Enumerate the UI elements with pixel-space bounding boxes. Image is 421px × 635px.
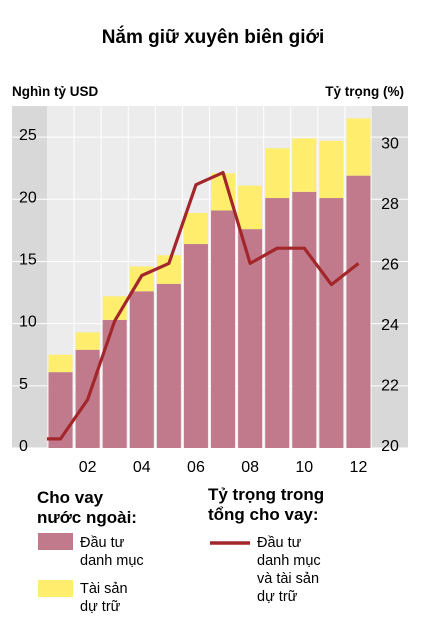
right-axis-label: Tỷ trọng (%) (325, 84, 404, 99)
bar-portfolio (156, 283, 181, 448)
legend-label-portfolio: Đầu tư (80, 535, 125, 551)
x-tick-label: 10 (295, 459, 313, 476)
left-axis-label: Nghìn tỷ USD (12, 84, 98, 99)
left-tick-label: 0 (19, 438, 28, 455)
legend-swatch-portfolio (38, 533, 73, 550)
bar-portfolio (319, 198, 344, 448)
x-tick-label: 06 (187, 459, 205, 476)
legend-label-line: và tài sản (257, 571, 319, 587)
bar-reserves (319, 140, 344, 199)
left-axis-band (12, 106, 47, 448)
right-tick-label: 24 (381, 317, 399, 334)
bar-portfolio (211, 210, 236, 448)
left-tick-label: 20 (19, 189, 37, 206)
legend-line-heading: Tỷ trọng trong (208, 485, 324, 504)
right-tick-label: 30 (381, 135, 399, 152)
bar-reserves (292, 138, 317, 192)
x-tick-label: 08 (241, 459, 259, 476)
bar-portfolio (346, 175, 371, 449)
left-tick-label: 5 (19, 376, 28, 393)
legend-label-reserves: Tài sản (80, 581, 128, 597)
legend-bars-heading: Cho vay (37, 488, 104, 507)
left-tick-label: 10 (19, 314, 37, 331)
right-axis-band (372, 106, 408, 448)
bar-portfolio (238, 229, 263, 448)
bar-reserves (48, 354, 73, 373)
x-tick-label: 02 (79, 459, 97, 476)
legend-label-reserves: dự trữ (80, 599, 121, 615)
bar-portfolio (102, 319, 127, 448)
right-tick-label: 20 (381, 438, 399, 455)
x-tick-label: 12 (350, 459, 368, 476)
legend-line-heading: tổng cho vay: (208, 505, 319, 524)
legend-label-line: Đầu tư (257, 535, 302, 551)
right-tick-label: 26 (381, 256, 399, 273)
legend-bars-heading: nước ngoài: (37, 508, 137, 527)
legend-swatch-reserves (38, 580, 73, 597)
legend-label-portfolio: danh mục (80, 553, 144, 569)
bar-reserves (102, 296, 127, 320)
bar-portfolio (129, 291, 154, 448)
left-tick-label: 15 (19, 251, 37, 268)
right-tick-label: 28 (381, 196, 399, 213)
bar-portfolio (48, 372, 73, 448)
bar-reserves (346, 118, 371, 176)
right-tick-label: 22 (381, 377, 399, 394)
bar-portfolio (265, 198, 290, 448)
bar-reserves (265, 148, 290, 199)
chart-title: Nắm giữ xuyên biên giới (102, 26, 325, 48)
legend-label-line: danh mục (257, 553, 321, 569)
share-line (47, 171, 360, 441)
bar-reserves (75, 332, 100, 350)
legend-label-line: dự trữ (257, 589, 298, 605)
left-tick-label: 25 (19, 127, 37, 144)
bar-portfolio (183, 244, 208, 448)
bar-reserves (183, 212, 208, 245)
bar-reserves (238, 185, 263, 230)
x-tick-label: 04 (133, 459, 151, 476)
bar-portfolio (292, 191, 317, 448)
